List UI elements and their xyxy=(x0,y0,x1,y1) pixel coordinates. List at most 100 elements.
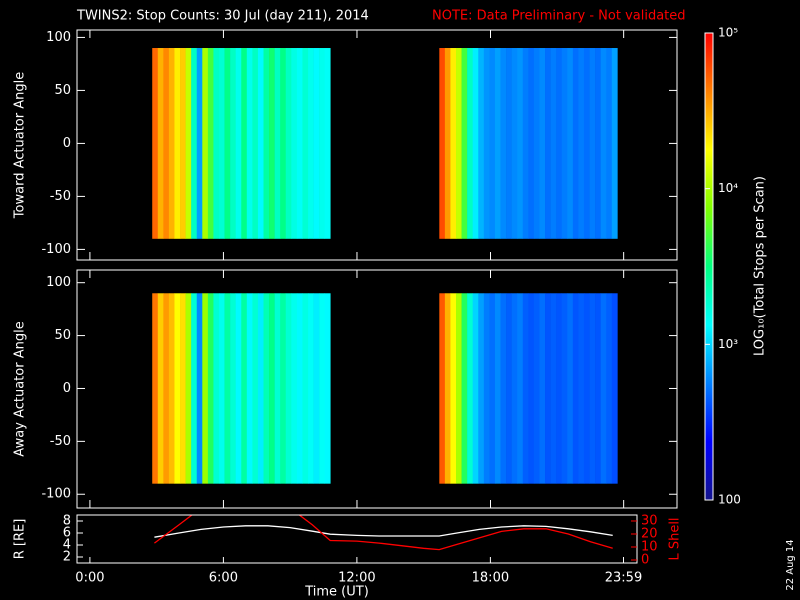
y-axis-label: Toward Actuator Angle xyxy=(13,72,28,219)
heatmap-cell xyxy=(296,293,303,484)
x-axis-label: Time (UT) xyxy=(304,585,369,600)
heatmap-cell xyxy=(522,48,529,239)
heatmap-cell xyxy=(444,48,451,239)
heatmap-cell xyxy=(583,293,590,484)
y-tick-label: 6 xyxy=(63,526,71,541)
heatmap-cell xyxy=(163,48,170,239)
heatmap-cell xyxy=(600,48,607,239)
heatmap-cell xyxy=(539,293,546,484)
heatmap-cell xyxy=(494,293,501,484)
heatmap-cell xyxy=(191,293,198,484)
heatmap-cell xyxy=(567,48,574,239)
heatmap-cell xyxy=(185,48,192,239)
y-tick-label: 100 xyxy=(46,30,71,45)
y2-tick-label: 0 xyxy=(641,553,649,568)
heatmap-cell xyxy=(539,48,546,239)
heatmap-cell xyxy=(213,48,220,239)
heatmap-cell xyxy=(174,293,181,484)
title: TWINS2: Stop Counts: 30 Jul (day 211), 2… xyxy=(76,9,369,24)
heatmap-cell xyxy=(257,48,264,239)
y-tick-label: 0 xyxy=(63,136,71,151)
heatmap-cell xyxy=(202,293,209,484)
heatmap-cell xyxy=(269,293,275,484)
heatmap-cell xyxy=(506,48,512,239)
heatmap-cell xyxy=(157,48,164,239)
heatmap-cell xyxy=(472,48,479,239)
heatmap-cell xyxy=(224,48,231,239)
heatmap-cell xyxy=(611,293,618,484)
y-tick-label: -50 xyxy=(50,189,71,204)
heatmap-cell xyxy=(324,293,331,484)
heatmap-cell xyxy=(280,293,287,484)
heatmap-cell xyxy=(517,293,524,484)
y-tick-label: -100 xyxy=(41,242,71,257)
y2-tick-label: 30 xyxy=(641,513,658,528)
heatmap-cell xyxy=(291,48,298,239)
heatmap-cell xyxy=(550,293,557,484)
colorbar-label: LOG₁₀(Total Stops per Scan) xyxy=(753,176,768,356)
heatmap-cell xyxy=(319,48,326,239)
heatmap-cell xyxy=(252,293,259,484)
heatmap-cell xyxy=(308,293,314,484)
heatmap-cell xyxy=(218,293,225,484)
heatmap-cell xyxy=(467,293,473,484)
heatmap-cell xyxy=(196,293,203,484)
y-tick-label: 0 xyxy=(63,381,71,396)
heatmap-cell xyxy=(180,48,186,239)
heatmap-cell xyxy=(600,293,607,484)
heatmap-cell xyxy=(456,293,462,484)
panel-frame xyxy=(76,269,678,509)
y-tick-label: -100 xyxy=(41,487,71,502)
y-tick-label: 100 xyxy=(46,275,71,290)
heatmap-cell xyxy=(285,48,292,239)
heatmap-cell xyxy=(611,48,618,239)
heatmap-cell xyxy=(572,293,579,484)
heatmap-cell xyxy=(556,48,563,239)
heatmap-cell xyxy=(489,48,496,239)
y-tick-label: 2 xyxy=(63,550,71,565)
colorbar xyxy=(705,33,713,500)
heatmap-cell xyxy=(302,48,309,239)
heatmap-cell xyxy=(545,293,551,484)
heatmap-cell xyxy=(528,48,535,239)
heatmap-cell xyxy=(168,293,175,484)
heatmap-cell xyxy=(274,48,281,239)
heatmap-cell xyxy=(595,48,601,239)
heatmap-cell xyxy=(324,48,331,239)
heatmap-cell xyxy=(478,48,485,239)
heatmap-cell xyxy=(494,48,501,239)
heatmap-cell xyxy=(533,293,540,484)
heatmap-cell xyxy=(296,48,303,239)
heatmap-cell xyxy=(252,48,259,239)
series-line xyxy=(154,515,613,551)
x-tick-label: 0:00 xyxy=(75,571,104,586)
heatmap-cell xyxy=(163,293,170,484)
heatmap-cell xyxy=(319,293,326,484)
heatmap-cell xyxy=(180,293,186,484)
heatmap-cell xyxy=(556,293,563,484)
heatmap-cell xyxy=(285,293,292,484)
heatmap-cell xyxy=(478,293,485,484)
heatmap-cell xyxy=(589,293,596,484)
x-tick-label: 6:00 xyxy=(209,571,238,586)
heatmap-cell xyxy=(291,293,298,484)
heatmap-cell xyxy=(313,48,320,239)
colorbar-tick-label: 10⁴ xyxy=(718,181,738,195)
heatmap-cell xyxy=(528,293,535,484)
heatmap-cell xyxy=(589,48,596,239)
heatmap-cell xyxy=(450,48,457,239)
heatmap-cell xyxy=(246,293,253,484)
heatmap-cell xyxy=(456,48,462,239)
heatmap-cell xyxy=(302,293,309,484)
heatmap-cell xyxy=(450,293,457,484)
heatmap-cell xyxy=(257,293,264,484)
heatmap-cell xyxy=(572,48,579,239)
heatmap-cell xyxy=(567,293,574,484)
heatmap-cell xyxy=(561,48,568,239)
heatmap-cell xyxy=(241,293,248,484)
y-axis-label: Away Actuator Angle xyxy=(13,321,28,456)
y-tick-label: 50 xyxy=(54,328,71,343)
heatmap-cell xyxy=(578,293,585,484)
y-tick-label: 4 xyxy=(63,538,71,553)
